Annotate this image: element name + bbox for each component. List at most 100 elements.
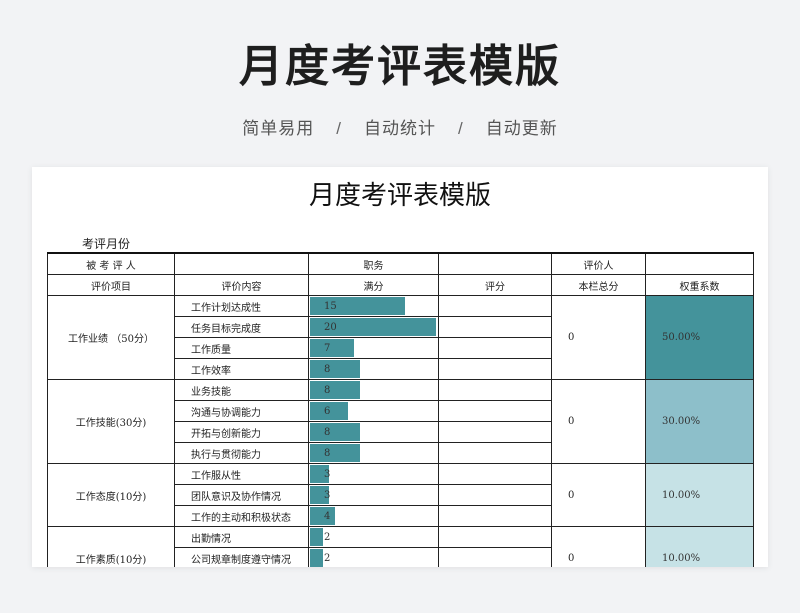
month-label: 考评月份 <box>82 237 131 251</box>
group-name: 工作素质(10分) <box>47 526 175 567</box>
group-name: 工作态度(10分) <box>47 463 175 527</box>
item-content: 出勤情况 <box>174 526 309 548</box>
weight-coefficient: 50.00% <box>645 295 754 380</box>
full-score-cell: 8 <box>308 442 439 464</box>
full-score-bar <box>310 444 360 462</box>
reviewee-label: 被 考 评 人 <box>47 252 175 275</box>
feature-tagline: 简单易用 / 自动统计 / 自动更新 <box>0 114 800 139</box>
tag-easy: 简单易用 <box>242 119 315 138</box>
full-score-value: 3 <box>324 468 331 480</box>
full-score-value: 8 <box>324 384 331 396</box>
position-value-cell[interactable] <box>438 252 552 275</box>
table-row: 工作业绩 （50分） 工作计划达成性 15 0 50.00% <box>47 295 754 380</box>
reviewee-value-cell[interactable] <box>174 252 309 275</box>
item-content: 业务技能 <box>174 379 309 401</box>
full-score-value: 7 <box>324 342 331 354</box>
header-total: 本栏总分 <box>551 274 646 296</box>
header-row: 评价项目 评价内容 满分 评分 本栏总分 权重系数 <box>47 274 754 296</box>
table-row: 工作素质(10分) 出勤情况 2 0 10.00% <box>47 526 754 567</box>
item-content: 工作服从性 <box>174 463 309 485</box>
full-score-value: 20 <box>324 321 337 333</box>
reviewer-label: 评价人 <box>551 252 646 275</box>
sheet-title: 月度考评表模版 <box>308 181 491 211</box>
score-input-cell[interactable] <box>438 484 552 506</box>
full-score-bar <box>310 318 436 336</box>
full-score-value: 8 <box>324 426 331 438</box>
tag-auto-stat: 自动统计 <box>364 119 436 138</box>
table-row: 公司规章制度遵守情况 2 <box>48 547 754 567</box>
full-score-cell: 20 <box>308 316 439 338</box>
score-input-cell[interactable] <box>438 337 552 359</box>
full-score-cell: 8 <box>308 358 439 380</box>
item-content: 工作效率 <box>174 358 309 380</box>
full-score-bar <box>310 381 360 399</box>
item-content: 工作计划达成性 <box>174 295 309 317</box>
full-score-cell: 2 <box>308 547 439 567</box>
spreadsheet-preview: 月度考评表模版 考评月份 被 考 评 人 职务 评价人 评价项目 评价内容 满分… <box>32 167 768 567</box>
full-score-bar <box>310 549 323 567</box>
full-score-bar <box>310 423 360 441</box>
tag-separator: / <box>336 119 342 138</box>
full-score-cell: 8 <box>308 379 439 401</box>
table-row: 工作技能(30分) 业务技能 8 0 30.00% <box>47 379 754 464</box>
score-input-cell[interactable] <box>438 505 552 527</box>
score-input-cell[interactable] <box>438 295 552 317</box>
tag-separator: / <box>458 119 464 138</box>
item-content: 沟通与协调能力 <box>174 400 309 422</box>
full-score-value: 15 <box>324 300 337 312</box>
full-score-value: 4 <box>324 510 331 522</box>
item-content: 公司规章制度遵守情况 <box>174 547 309 567</box>
full-score-bar <box>310 360 360 378</box>
full-score-value: 8 <box>324 363 331 375</box>
score-input-cell[interactable] <box>438 463 552 485</box>
section-total: 0 <box>551 295 646 380</box>
full-score-bar <box>310 297 405 315</box>
item-content: 工作的主动和积极状态 <box>174 505 309 527</box>
section-total: 0 <box>551 463 646 527</box>
item-content: 开拓与创新能力 <box>174 421 309 443</box>
full-score-cell: 6 <box>308 400 439 422</box>
group-name: 工作业绩 （50分） <box>47 295 175 380</box>
tag-auto-update: 自动更新 <box>485 119 558 138</box>
score-input-cell[interactable] <box>438 442 552 464</box>
score-input-cell[interactable] <box>438 547 552 567</box>
table-row: 团队意识及协作情况 3 <box>48 484 754 506</box>
weight-coefficient: 30.00% <box>645 379 754 464</box>
full-score-bar <box>310 402 348 420</box>
weight-coefficient: 10.00% <box>645 463 754 527</box>
evaluation-table: 被 考 评 人 职务 评价人 评价项目 评价内容 满分 评分 本栏总分 权重系数… <box>47 252 754 567</box>
full-score-bar <box>310 339 354 357</box>
reviewer-value-cell[interactable] <box>645 252 754 275</box>
full-score-value: 6 <box>324 405 331 417</box>
header-score: 评分 <box>438 274 552 296</box>
section-total: 0 <box>551 526 646 567</box>
score-input-cell[interactable] <box>438 400 552 422</box>
page-title: 月度考评表模版 <box>239 42 561 91</box>
score-input-cell[interactable] <box>438 358 552 380</box>
score-input-cell[interactable] <box>438 421 552 443</box>
full-score-value: 3 <box>324 489 331 501</box>
full-score-cell: 2 <box>308 526 439 548</box>
table-row: 开拓与创新能力 8 <box>48 421 754 443</box>
table-row: 沟通与协调能力 6 <box>48 400 754 422</box>
full-score-cell: 15 <box>308 295 439 317</box>
position-label: 职务 <box>308 252 439 275</box>
group-name: 工作技能(30分) <box>47 379 175 464</box>
table-row: 工作态度(10分) 工作服从性 3 0 10.00% <box>47 463 754 527</box>
score-input-cell[interactable] <box>438 316 552 338</box>
header-content: 评价内容 <box>174 274 309 296</box>
full-score-cell: 3 <box>308 463 439 485</box>
weight-coefficient: 10.00% <box>645 526 754 567</box>
full-score-cell: 4 <box>308 505 439 527</box>
full-score-bar <box>310 465 329 483</box>
item-content: 工作质量 <box>174 337 309 359</box>
score-input-cell[interactable] <box>438 526 552 548</box>
header-item: 评价项目 <box>47 274 175 296</box>
full-score-value: 8 <box>324 447 331 459</box>
full-score-bar <box>310 507 335 525</box>
info-row: 被 考 评 人 职务 评价人 <box>47 252 754 275</box>
item-content: 任务目标完成度 <box>174 316 309 338</box>
header-full-score: 满分 <box>308 274 439 296</box>
full-score-bar <box>310 528 323 546</box>
score-input-cell[interactable] <box>438 379 552 401</box>
